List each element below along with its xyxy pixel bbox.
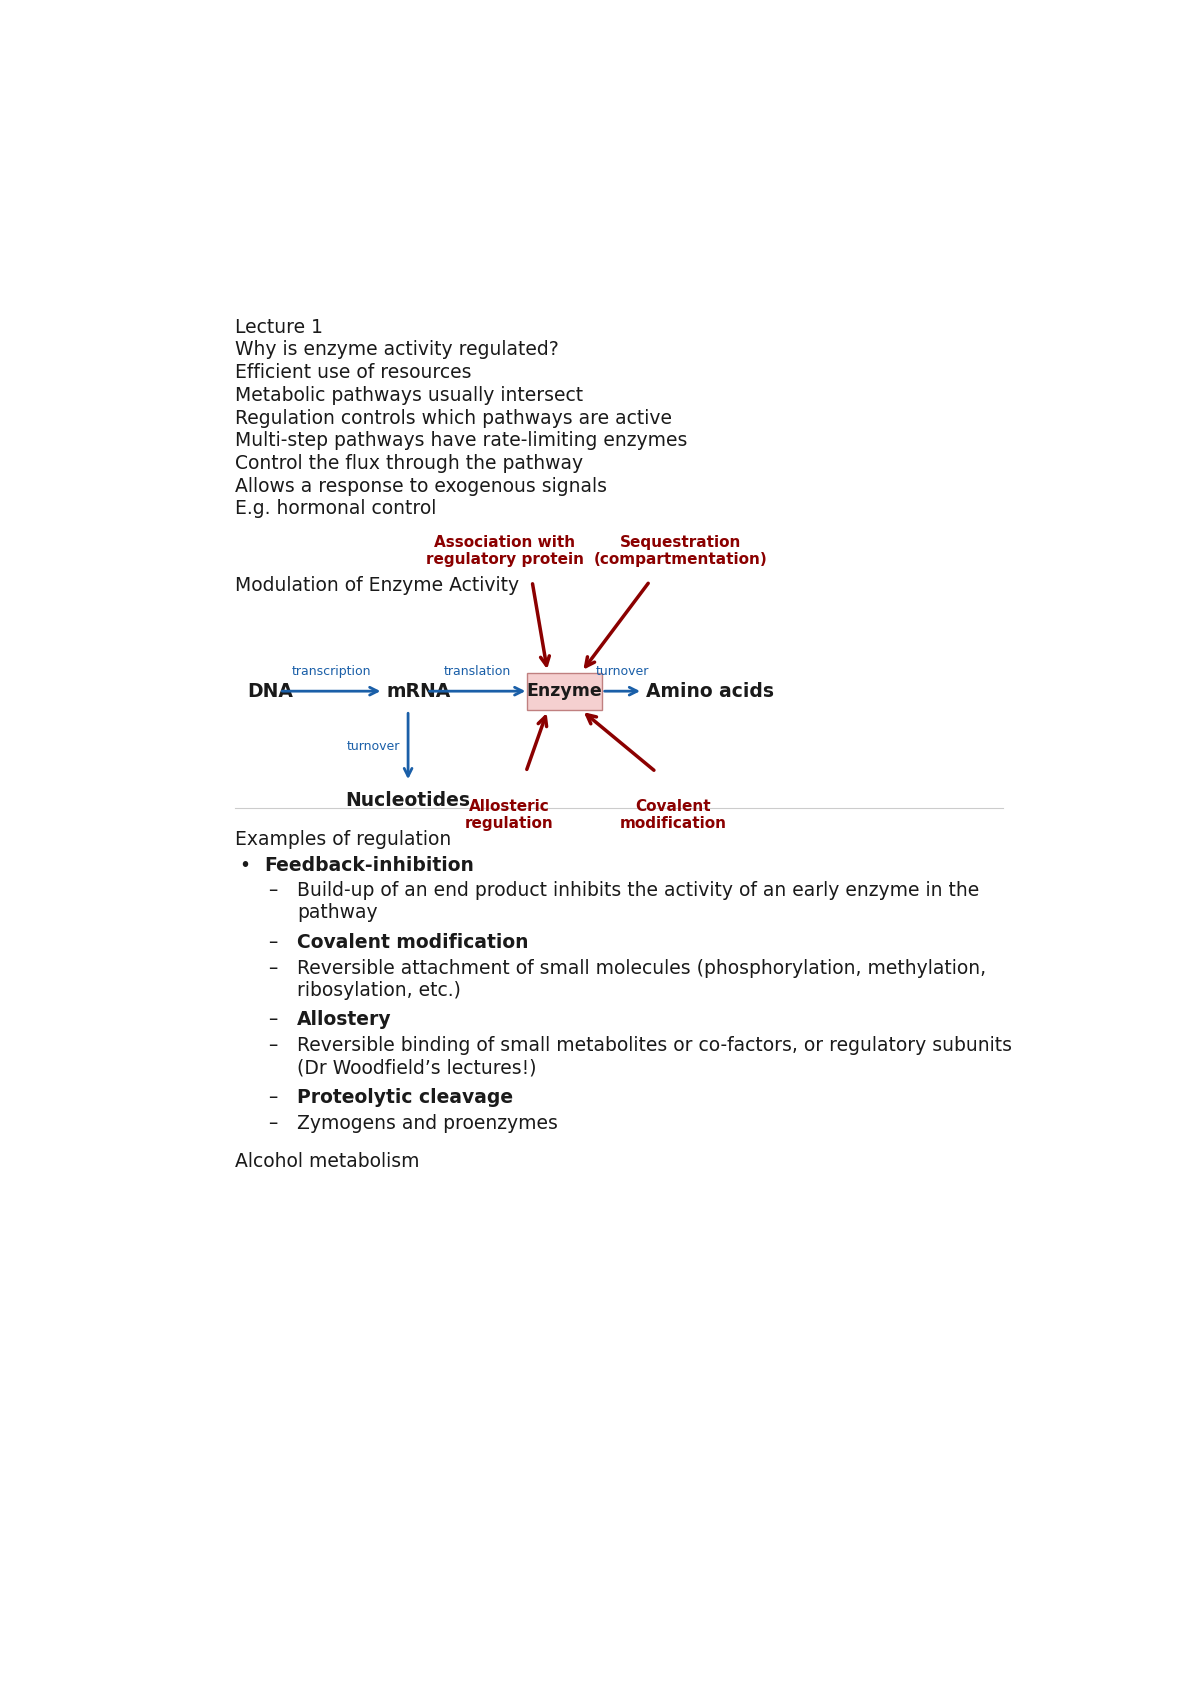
Text: Control the flux through the pathway: Control the flux through the pathway bbox=[235, 453, 583, 474]
Text: translation: translation bbox=[444, 666, 511, 678]
Text: Amino acids: Amino acids bbox=[646, 681, 774, 701]
Text: DNA: DNA bbox=[247, 681, 293, 701]
Text: turnover: turnover bbox=[595, 666, 649, 678]
Text: Allosteric
regulation: Allosteric regulation bbox=[464, 800, 553, 832]
Text: Reversible attachment of small molecules (phosphorylation, methylation,
ribosyla: Reversible attachment of small molecules… bbox=[298, 959, 986, 1000]
Text: E.g. hormonal control: E.g. hormonal control bbox=[235, 499, 437, 518]
Text: Enzyme: Enzyme bbox=[527, 683, 602, 700]
Text: Reversible binding of small metabolites or co-factors, or regulatory subunits
(D: Reversible binding of small metabolites … bbox=[298, 1036, 1013, 1077]
Text: Allostery: Allostery bbox=[298, 1010, 392, 1029]
Text: Covalent modification: Covalent modification bbox=[298, 932, 529, 953]
Text: Sequestration
(compartmentation): Sequestration (compartmentation) bbox=[594, 535, 768, 567]
Text: Efficient use of resources: Efficient use of resources bbox=[235, 363, 472, 382]
Text: –: – bbox=[268, 1010, 277, 1029]
Text: Covalent
modification: Covalent modification bbox=[619, 800, 727, 832]
Text: Build-up of an end product inhibits the activity of an early enzyme in the
pathw: Build-up of an end product inhibits the … bbox=[298, 881, 979, 922]
Text: Lecture 1: Lecture 1 bbox=[235, 318, 323, 336]
Text: turnover: turnover bbox=[347, 740, 401, 752]
Text: –: – bbox=[268, 1036, 277, 1054]
Text: Examples of regulation: Examples of regulation bbox=[235, 830, 451, 849]
FancyBboxPatch shape bbox=[528, 672, 602, 710]
Text: –: – bbox=[268, 881, 277, 900]
Text: Multi-step pathways have rate-limiting enzymes: Multi-step pathways have rate-limiting e… bbox=[235, 431, 688, 450]
Text: transcription: transcription bbox=[292, 666, 371, 678]
Text: •: • bbox=[239, 856, 251, 874]
Text: Proteolytic cleavage: Proteolytic cleavage bbox=[298, 1088, 514, 1107]
Text: –: – bbox=[268, 1088, 277, 1107]
Text: mRNA: mRNA bbox=[386, 681, 451, 701]
Text: Association with
regulatory protein: Association with regulatory protein bbox=[426, 535, 584, 567]
Text: Alcohol metabolism: Alcohol metabolism bbox=[235, 1153, 420, 1172]
Text: Zymogens and proenzymes: Zymogens and proenzymes bbox=[298, 1114, 558, 1133]
Text: –: – bbox=[268, 959, 277, 978]
Text: Regulation controls which pathways are active: Regulation controls which pathways are a… bbox=[235, 409, 672, 428]
Text: Feedback-inhibition: Feedback-inhibition bbox=[265, 856, 474, 874]
Text: Modulation of Enzyme Activity: Modulation of Enzyme Activity bbox=[235, 576, 520, 594]
Text: Allows a response to exogenous signals: Allows a response to exogenous signals bbox=[235, 477, 607, 496]
Text: Nucleotides: Nucleotides bbox=[346, 791, 470, 810]
Text: –: – bbox=[268, 1114, 277, 1133]
Text: –: – bbox=[268, 932, 277, 953]
Text: Why is enzyme activity regulated?: Why is enzyme activity regulated? bbox=[235, 340, 559, 360]
Text: Metabolic pathways usually intersect: Metabolic pathways usually intersect bbox=[235, 385, 583, 404]
